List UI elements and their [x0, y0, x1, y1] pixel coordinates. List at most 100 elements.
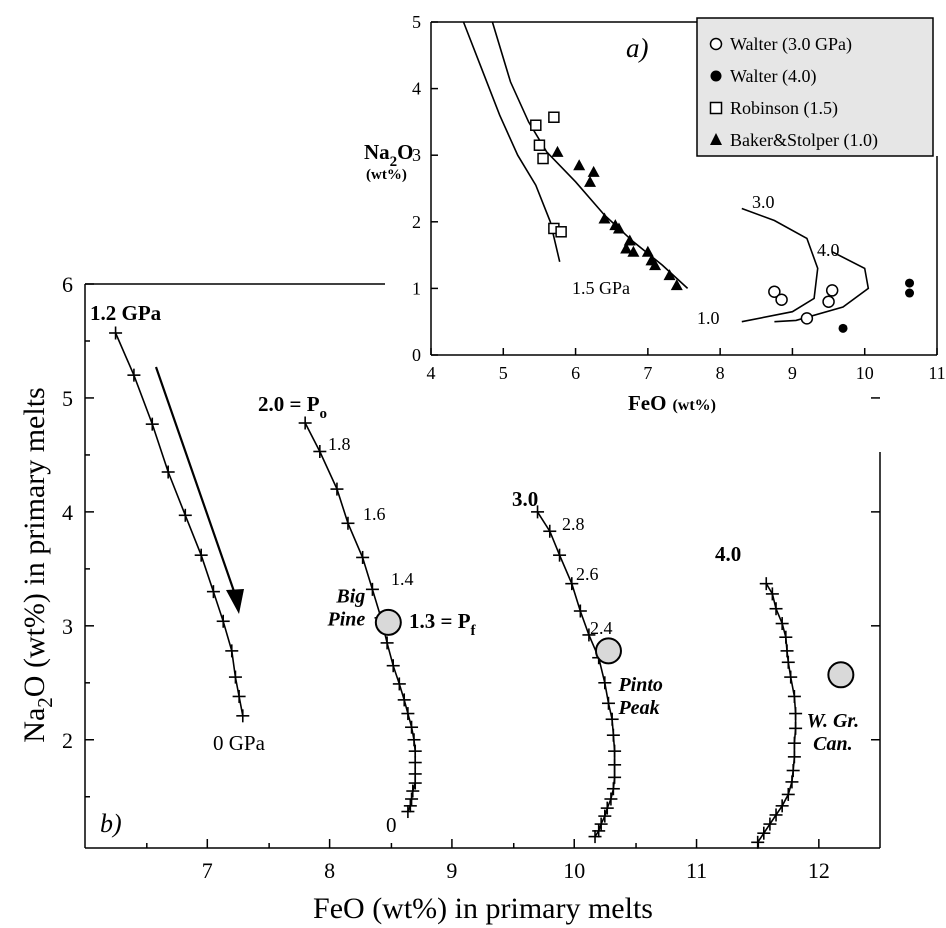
b-point-cross	[592, 824, 606, 838]
b-point-cross	[392, 677, 406, 691]
a-point	[573, 159, 586, 171]
site-marker	[827, 661, 855, 689]
b-point-cross	[608, 758, 622, 772]
b-series-line	[304, 422, 416, 812]
a-y-tick-label: 1	[412, 278, 421, 298]
b-point-cross	[232, 689, 246, 703]
b-point-cross	[588, 830, 602, 844]
label-0-gpa: 0 GPa	[213, 731, 266, 755]
a-y-tick-label: 3	[412, 145, 421, 165]
b-point-cross	[598, 809, 612, 823]
b-point-cross	[225, 644, 239, 658]
a-x-tick-label: 6	[571, 363, 580, 383]
b-y-tick-label: 3	[62, 614, 73, 639]
b-point-cross	[759, 577, 773, 591]
b-point-cross	[236, 709, 250, 723]
b-series-2-0	[298, 416, 422, 819]
legend-item-robinson: Robinson (1.5)	[709, 98, 838, 119]
a-point	[533, 139, 546, 151]
b-point-cross	[356, 550, 370, 564]
a-x-ticks: 4 5 6 7 8 9 10 11	[427, 348, 946, 383]
b-point-cross	[765, 587, 779, 601]
b-y-tick-label: 6	[62, 272, 73, 297]
a-point	[612, 222, 625, 234]
b-point-cross	[608, 770, 622, 784]
a-curve-1-5-gpa	[462, 21, 561, 262]
b-x-tick-label: 11	[686, 858, 707, 883]
label-1-4: 1.4	[391, 569, 414, 589]
a-point	[825, 284, 839, 297]
b-point-cross	[600, 801, 614, 815]
panel-a: 4 5 6 7 8 9 10 11 0 1 2 3 4 5 a) FeO (wt%) Na2O (wt%)…	[364, 12, 946, 415]
site-marker	[374, 608, 402, 636]
b-point-cross	[228, 670, 242, 684]
a-point	[649, 259, 662, 271]
a-x-axis-label: FeO (wt%)	[628, 391, 716, 415]
a-x-tick-label: 8	[716, 363, 725, 383]
label-1-6: 1.6	[363, 504, 386, 524]
a-curve-3-0	[741, 207, 819, 323]
decompression-arrow	[154, 366, 244, 614]
b-point-cross	[408, 776, 422, 790]
a-series-walter-3-0-gpa	[768, 284, 839, 325]
a-point	[768, 285, 781, 298]
a-point	[551, 145, 564, 157]
a-panel-label: a)	[626, 33, 649, 63]
a-curve-label-1-5: 1.5 GPa	[572, 278, 630, 298]
a-points	[530, 111, 915, 333]
a-point	[905, 288, 915, 298]
a-point	[627, 245, 640, 257]
b-point-cross	[401, 805, 415, 819]
b-point-cross	[397, 693, 411, 707]
a-point	[663, 269, 676, 281]
label-1-8: 1.8	[328, 434, 351, 454]
label-2-6: 2.6	[576, 564, 599, 584]
b-point-cross	[757, 826, 771, 840]
b-point-cross	[109, 326, 123, 340]
svg-text:Baker&Stolper (1.0): Baker&Stolper (1.0)	[730, 130, 878, 151]
a-x-tick-label: 7	[643, 363, 652, 383]
b-point-cross	[407, 733, 421, 747]
b-point-cross	[775, 617, 789, 631]
b-x-tick-label: 7	[202, 858, 213, 883]
b-point-cross	[594, 817, 608, 831]
b-point-cross	[789, 721, 803, 735]
a-y-tick-label: 2	[412, 212, 421, 232]
legend-item-walter-4: Walter (4.0)	[710, 66, 817, 87]
legend-item-walter-3: Walter (3.0 GPa)	[709, 34, 852, 55]
a-point	[530, 119, 542, 131]
site-label-line2: Pine	[327, 608, 366, 630]
b-x-tick-label: 8	[324, 858, 335, 883]
a-point	[537, 152, 549, 165]
a-series-walter-4-0	[838, 278, 915, 333]
a-point	[620, 242, 633, 254]
a-curve-4-0	[774, 251, 870, 323]
a-point	[584, 175, 597, 187]
label-pf: 1.3 = Pf	[409, 609, 477, 639]
b-point-cross	[406, 784, 420, 798]
b-series-line	[536, 511, 616, 838]
b-y-tick-label: 5	[62, 386, 73, 411]
b-point-cross	[784, 670, 798, 684]
b-point-cross	[401, 707, 415, 721]
a-point	[775, 293, 788, 306]
b-point-cross	[598, 676, 612, 690]
a-point	[800, 312, 814, 325]
b-point-cross	[194, 548, 208, 562]
a-point	[905, 278, 915, 288]
b-axes	[84, 283, 881, 849]
b-point-cross	[531, 505, 545, 519]
b-point-cross	[608, 744, 622, 758]
a-point	[587, 165, 600, 177]
a-point	[670, 279, 683, 291]
b-point-cross	[380, 636, 394, 650]
site-label-line1: Pinto	[617, 674, 662, 696]
b-point-cross	[405, 720, 419, 734]
b-point-cross	[145, 417, 159, 431]
a-y-axis-unit: (wt%)	[366, 167, 407, 183]
b-point-cross	[601, 696, 615, 710]
b-point-cross	[775, 799, 789, 813]
b-point-cross	[178, 508, 192, 522]
b-y-axis-label: Na2O (wt%) in primary melts	[18, 387, 57, 742]
